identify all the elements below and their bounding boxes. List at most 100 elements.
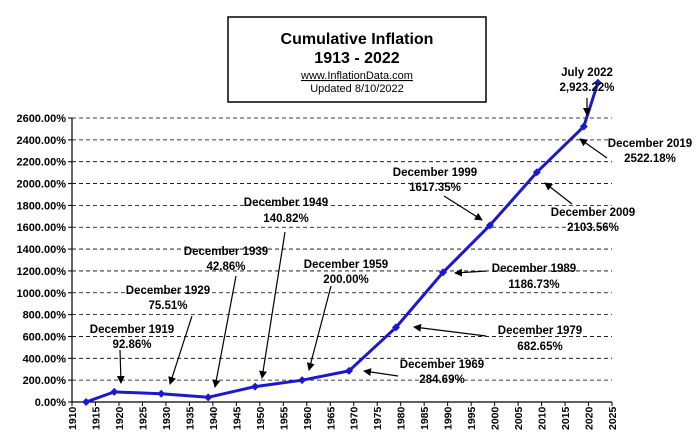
x-tick-label: 1960 [302, 406, 314, 430]
data-point-1913 [82, 398, 91, 406]
annotation-1999-date: December 1999 [393, 167, 477, 179]
annotation-2022-date: July 2022 [561, 67, 613, 79]
annotation-1969-value: 284.69% [419, 374, 464, 386]
x-tick-label: 1980 [396, 406, 408, 430]
title-box-frame [227, 16, 487, 103]
y-tick-label: 600.00% [23, 331, 67, 343]
x-tick-label: 2020 [584, 406, 596, 430]
x-tick-label: 2010 [537, 406, 549, 430]
annotation-1979-date: December 1979 [498, 325, 582, 337]
annotation-1989-date: December 1989 [492, 263, 576, 275]
x-tick-label: 2025 [607, 406, 619, 430]
annotation-2009-date: December 2009 [551, 207, 635, 219]
y-tick-label: 1200.00% [16, 266, 66, 278]
data-point-1919 [110, 387, 119, 396]
annotation-2019-date: December 2019 [608, 138, 692, 150]
x-tick-label: 1945 [231, 406, 243, 430]
axes [68, 117, 613, 406]
x-tick-label: 1965 [325, 406, 337, 430]
x-tick-label: 1995 [466, 406, 478, 430]
arrow-2019 [579, 138, 608, 159]
arrow-1979 [413, 323, 487, 337]
y-tick-label: 1600.00% [16, 222, 66, 234]
annotation-1939-date: December 1939 [184, 246, 268, 258]
annotation-1949-value: 140.82% [263, 213, 308, 225]
annotation-2022-value: 2,923.22% [560, 82, 615, 94]
x-tick-label: 1940 [208, 406, 220, 430]
data-point-2022 [593, 78, 602, 87]
x-tick-label: 1915 [90, 406, 102, 430]
arrow-1989 [454, 268, 488, 277]
x-tick-label: 1970 [349, 406, 361, 430]
annotation-1939-value: 42.86% [206, 261, 245, 273]
y-tick-label: 2200.00% [16, 157, 66, 169]
y-tick-label: 2400.00% [16, 135, 66, 147]
x-tick-label: 2015 [560, 406, 572, 430]
data-point-1969 [345, 366, 354, 375]
x-tick-label: 1985 [419, 406, 431, 430]
annotation-1959-date: December 1959 [304, 259, 388, 271]
arrow-1969 [363, 368, 399, 377]
x-tick-label: 1910 [67, 406, 79, 430]
grid [72, 117, 612, 381]
arrow-1939 [212, 275, 237, 388]
y-tick-label: 200.00% [23, 375, 67, 387]
data-point-markers [82, 78, 602, 406]
x-tick-label: 1920 [114, 406, 126, 430]
data-point-2009 [532, 168, 541, 177]
series-line [85, 82, 600, 404]
y-tick-label: 0.00% [35, 397, 66, 409]
y-tick-label: 2600.00% [16, 113, 66, 125]
annotation-1919-value: 92.86% [112, 339, 151, 351]
y-tick-label: 1000.00% [16, 288, 66, 300]
y-tick-labels: 0.00% 200.00% 400.00% 600.00% 800.00% 1000.00… [16, 113, 66, 409]
arrow-1999 [443, 195, 483, 221]
data-point-1999 [485, 221, 494, 230]
annotation-1979-value: 682.65% [517, 341, 562, 353]
annotation-1999-value: 1617.35% [409, 182, 461, 194]
annotation-1929-value: 75.51% [148, 300, 187, 312]
arrow-2009 [544, 182, 573, 205]
x-tick-label: 1955 [278, 406, 290, 430]
source-url[interactable]: www.InflationData.com [300, 70, 413, 82]
y-tick-label: 400.00% [23, 353, 67, 365]
data-point-1949 [251, 382, 260, 391]
arrow-1949 [259, 231, 286, 379]
annotation-2019-value: 2522.18% [624, 153, 676, 165]
x-tick-label: 1930 [161, 406, 173, 430]
chart-title-line1: Cumulative Inflation [281, 31, 434, 48]
x-tick-label: 1925 [137, 406, 149, 430]
annotation-arrows [116, 98, 608, 388]
annotation-1989-value: 1186.73% [508, 279, 559, 291]
data-point-1989 [438, 268, 447, 277]
annotation-1929-date: December 1929 [126, 285, 210, 297]
arrow-1919 [116, 349, 125, 384]
arrow-1959 [306, 285, 332, 371]
x-tick-label: 1935 [184, 406, 196, 430]
data-point-1959 [298, 376, 307, 385]
data-point-1929 [157, 389, 166, 398]
data-point-1979 [392, 323, 400, 332]
x-tick-label: 2005 [513, 406, 525, 430]
x-tick-label: 1975 [372, 406, 384, 430]
x-tick-label: 1950 [255, 406, 267, 430]
annotation-1949-date: December 1949 [244, 197, 328, 209]
annotation-1919-date: December 1919 [90, 324, 174, 336]
y-tick-label: 800.00% [23, 310, 67, 322]
x-tick-label: 2000 [490, 406, 502, 430]
y-tick-label: 1400.00% [16, 244, 66, 256]
title-box: Cumulative Inflation 1913 - 2022 www.Inf… [227, 16, 487, 103]
annotation-2009-value: 2103.56% [567, 222, 619, 234]
annotation-labels: December 1919 92.86% December 1929 75.51… [90, 67, 692, 386]
annotation-1959-value: 200.00% [323, 274, 368, 286]
data-point-1939 [204, 393, 213, 402]
y-tick-label: 2000.00% [16, 179, 66, 191]
x-tick-labels: 1910 1915 1920 1925 1930 1935 1940 1945 1950 1955… [67, 406, 619, 430]
y-tick-label: 1800.00% [16, 200, 66, 212]
series [85, 82, 600, 404]
arrow-1929 [168, 315, 193, 385]
annotation-1969-date: December 1969 [400, 359, 484, 371]
chart-title-line2: 1913 - 2022 [314, 50, 400, 67]
data-point-2019 [579, 122, 588, 131]
